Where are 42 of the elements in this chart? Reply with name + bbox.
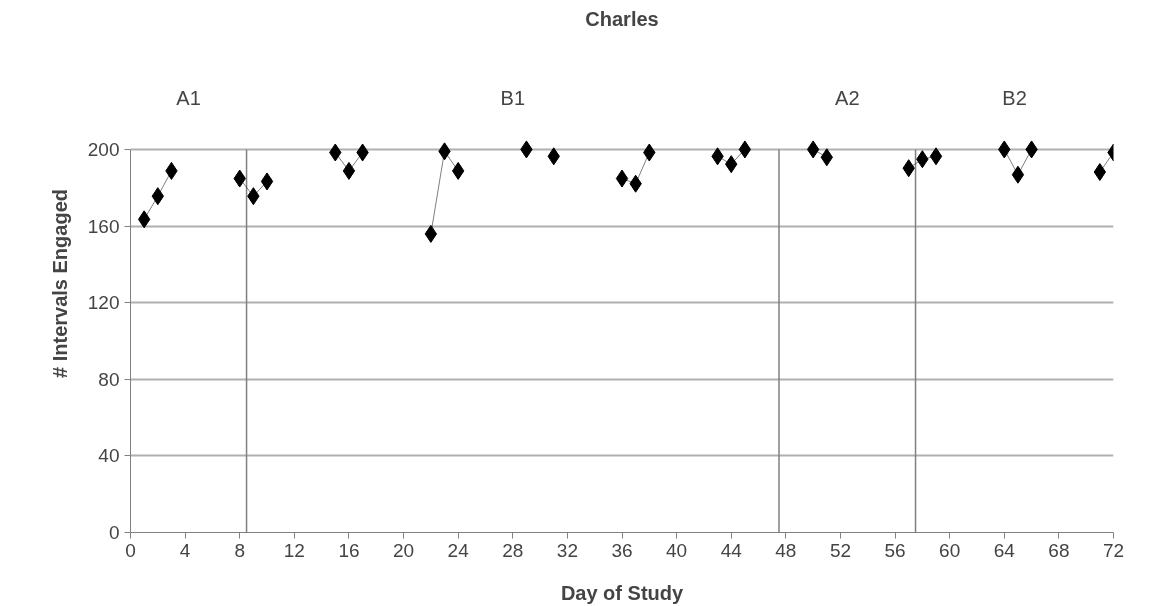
x-tick-label: 36 [611, 539, 633, 561]
x-tick-label: 8 [234, 539, 246, 561]
point [806, 140, 820, 159]
x-tick-label: 0 [125, 539, 136, 561]
point [615, 169, 629, 188]
x-tick-label: 12 [283, 539, 305, 561]
x-tick-label: 28 [502, 539, 524, 561]
x-tick-label: 64 [993, 539, 1016, 561]
y-axis-title: # Intervals Engaged [48, 189, 71, 378]
x-tick-label: 48 [775, 539, 797, 561]
y-tick-label: 80 [98, 368, 120, 390]
y-tick-label: 200 [87, 138, 120, 160]
x-tick-label: 40 [666, 539, 688, 561]
x-tick-label: 32 [556, 539, 578, 561]
point [1011, 165, 1025, 184]
point [137, 210, 151, 229]
x-tick-label: 68 [1048, 539, 1070, 561]
text: A1 [176, 87, 201, 110]
point [260, 172, 274, 191]
chart-title: Charles [585, 7, 659, 30]
y-tick-label: 160 [87, 215, 120, 237]
x-tick-label: 44 [720, 539, 743, 561]
x-tick-label: 72 [1102, 539, 1125, 561]
text: B2 [1002, 87, 1027, 110]
x-tick-label: 20 [392, 539, 415, 561]
x-axis-title: Day of Study [560, 581, 684, 604]
text: A2 [835, 87, 860, 110]
point [424, 224, 438, 243]
text: B1 [500, 87, 526, 110]
y-tick-label: 120 [87, 292, 120, 314]
x-tick-label: 16 [338, 539, 360, 561]
point [1093, 163, 1107, 182]
x-tick-label: 4 [179, 539, 191, 561]
point [929, 147, 943, 166]
x-tick-label: 60 [939, 539, 961, 561]
point [342, 161, 356, 180]
x-tick-label: 24 [447, 539, 470, 561]
x-tick-label: 56 [884, 539, 906, 561]
point [738, 140, 752, 159]
y-tick-label: 40 [98, 445, 120, 467]
y-tick-label: 0 [108, 522, 120, 543]
x-tick-label: 52 [829, 539, 852, 561]
